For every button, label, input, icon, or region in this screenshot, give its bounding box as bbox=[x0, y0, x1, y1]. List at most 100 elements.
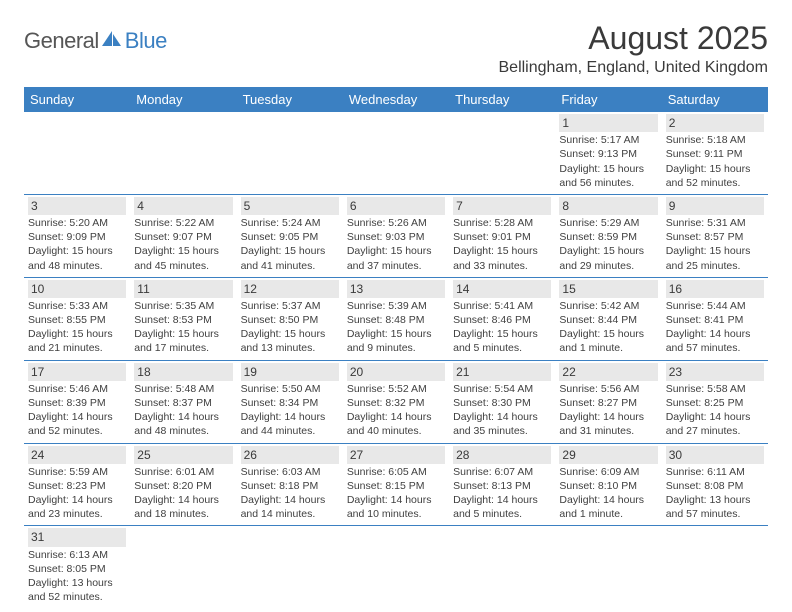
day-cell: 24Sunrise: 5:59 AMSunset: 8:23 PMDayligh… bbox=[24, 444, 130, 526]
day-content: Sunrise: 6:13 AMSunset: 8:05 PMDaylight:… bbox=[28, 548, 126, 605]
daylight-text: Daylight: 15 hours and 41 minutes. bbox=[241, 244, 339, 272]
week-row: 24Sunrise: 5:59 AMSunset: 8:23 PMDayligh… bbox=[24, 444, 768, 527]
day-cell: 15Sunrise: 5:42 AMSunset: 8:44 PMDayligh… bbox=[555, 278, 661, 360]
sunset-text: Sunset: 8:46 PM bbox=[453, 313, 551, 327]
week-row: 31Sunrise: 6:13 AMSunset: 8:05 PMDayligh… bbox=[24, 526, 768, 608]
daylight-text: Daylight: 15 hours and 13 minutes. bbox=[241, 327, 339, 355]
day-cell: 12Sunrise: 5:37 AMSunset: 8:50 PMDayligh… bbox=[237, 278, 343, 360]
day-content: Sunrise: 5:46 AMSunset: 8:39 PMDaylight:… bbox=[28, 382, 126, 439]
sunrise-text: Sunrise: 5:59 AM bbox=[28, 465, 126, 479]
sunrise-text: Sunrise: 5:39 AM bbox=[347, 299, 445, 313]
sunrise-text: Sunrise: 6:05 AM bbox=[347, 465, 445, 479]
sunset-text: Sunset: 8:20 PM bbox=[134, 479, 232, 493]
day-cell: 5Sunrise: 5:24 AMSunset: 9:05 PMDaylight… bbox=[237, 195, 343, 277]
day-cell: 21Sunrise: 5:54 AMSunset: 8:30 PMDayligh… bbox=[449, 361, 555, 443]
day-header: Friday bbox=[555, 87, 661, 112]
day-number: 20 bbox=[347, 363, 445, 381]
sunset-text: Sunset: 9:07 PM bbox=[134, 230, 232, 244]
day-cell: 9Sunrise: 5:31 AMSunset: 8:57 PMDaylight… bbox=[662, 195, 768, 277]
day-cell: 28Sunrise: 6:07 AMSunset: 8:13 PMDayligh… bbox=[449, 444, 555, 526]
logo: General Blue bbox=[24, 28, 167, 54]
daylight-text: Daylight: 15 hours and 29 minutes. bbox=[559, 244, 657, 272]
day-cell bbox=[449, 112, 555, 194]
sunset-text: Sunset: 9:11 PM bbox=[666, 147, 764, 161]
sunrise-text: Sunrise: 5:56 AM bbox=[559, 382, 657, 396]
daylight-text: Daylight: 15 hours and 5 minutes. bbox=[453, 327, 551, 355]
day-content: Sunrise: 5:54 AMSunset: 8:30 PMDaylight:… bbox=[453, 382, 551, 439]
sunrise-text: Sunrise: 5:42 AM bbox=[559, 299, 657, 313]
sunrise-text: Sunrise: 5:50 AM bbox=[241, 382, 339, 396]
day-number: 15 bbox=[559, 280, 657, 298]
sunset-text: Sunset: 8:18 PM bbox=[241, 479, 339, 493]
day-content: Sunrise: 5:24 AMSunset: 9:05 PMDaylight:… bbox=[241, 216, 339, 273]
daylight-text: Daylight: 15 hours and 9 minutes. bbox=[347, 327, 445, 355]
sunrise-text: Sunrise: 5:58 AM bbox=[666, 382, 764, 396]
calendar-header-row: SundayMondayTuesdayWednesdayThursdayFrid… bbox=[24, 87, 768, 112]
sunset-text: Sunset: 8:53 PM bbox=[134, 313, 232, 327]
day-number: 2 bbox=[666, 114, 764, 132]
day-content: Sunrise: 5:26 AMSunset: 9:03 PMDaylight:… bbox=[347, 216, 445, 273]
day-cell: 27Sunrise: 6:05 AMSunset: 8:15 PMDayligh… bbox=[343, 444, 449, 526]
sunrise-text: Sunrise: 5:22 AM bbox=[134, 216, 232, 230]
day-content: Sunrise: 5:44 AMSunset: 8:41 PMDaylight:… bbox=[666, 299, 764, 356]
sunrise-text: Sunrise: 5:48 AM bbox=[134, 382, 232, 396]
day-content: Sunrise: 5:37 AMSunset: 8:50 PMDaylight:… bbox=[241, 299, 339, 356]
daylight-text: Daylight: 15 hours and 21 minutes. bbox=[28, 327, 126, 355]
logo-sail-icon bbox=[101, 30, 123, 53]
daylight-text: Daylight: 14 hours and 18 minutes. bbox=[134, 493, 232, 521]
sunset-text: Sunset: 9:09 PM bbox=[28, 230, 126, 244]
daylight-text: Daylight: 14 hours and 10 minutes. bbox=[347, 493, 445, 521]
sunrise-text: Sunrise: 5:18 AM bbox=[666, 133, 764, 147]
sunset-text: Sunset: 8:48 PM bbox=[347, 313, 445, 327]
week-row: 1Sunrise: 5:17 AMSunset: 9:13 PMDaylight… bbox=[24, 112, 768, 195]
sunrise-text: Sunrise: 5:31 AM bbox=[666, 216, 764, 230]
sunset-text: Sunset: 8:59 PM bbox=[559, 230, 657, 244]
sunrise-text: Sunrise: 5:52 AM bbox=[347, 382, 445, 396]
logo-text-general: General bbox=[24, 28, 99, 54]
sunset-text: Sunset: 8:25 PM bbox=[666, 396, 764, 410]
day-content: Sunrise: 6:03 AMSunset: 8:18 PMDaylight:… bbox=[241, 465, 339, 522]
day-number: 21 bbox=[453, 363, 551, 381]
sunset-text: Sunset: 8:34 PM bbox=[241, 396, 339, 410]
header: General Blue August 2025 Bellingham, Eng… bbox=[24, 20, 768, 77]
sunset-text: Sunset: 8:05 PM bbox=[28, 562, 126, 576]
day-cell: 22Sunrise: 5:56 AMSunset: 8:27 PMDayligh… bbox=[555, 361, 661, 443]
day-cell: 17Sunrise: 5:46 AMSunset: 8:39 PMDayligh… bbox=[24, 361, 130, 443]
sunrise-text: Sunrise: 6:11 AM bbox=[666, 465, 764, 479]
daylight-text: Daylight: 14 hours and 1 minute. bbox=[559, 493, 657, 521]
day-content: Sunrise: 5:17 AMSunset: 9:13 PMDaylight:… bbox=[559, 133, 657, 190]
day-number: 16 bbox=[666, 280, 764, 298]
day-content: Sunrise: 5:31 AMSunset: 8:57 PMDaylight:… bbox=[666, 216, 764, 273]
week-row: 17Sunrise: 5:46 AMSunset: 8:39 PMDayligh… bbox=[24, 361, 768, 444]
day-cell: 14Sunrise: 5:41 AMSunset: 8:46 PMDayligh… bbox=[449, 278, 555, 360]
day-cell: 30Sunrise: 6:11 AMSunset: 8:08 PMDayligh… bbox=[662, 444, 768, 526]
day-cell bbox=[24, 112, 130, 194]
day-number: 25 bbox=[134, 446, 232, 464]
day-number: 19 bbox=[241, 363, 339, 381]
daylight-text: Daylight: 14 hours and 40 minutes. bbox=[347, 410, 445, 438]
daylight-text: Daylight: 15 hours and 45 minutes. bbox=[134, 244, 232, 272]
day-content: Sunrise: 6:11 AMSunset: 8:08 PMDaylight:… bbox=[666, 465, 764, 522]
day-number bbox=[559, 528, 657, 546]
day-header: Monday bbox=[130, 87, 236, 112]
daylight-text: Daylight: 15 hours and 25 minutes. bbox=[666, 244, 764, 272]
title-block: August 2025 Bellingham, England, United … bbox=[499, 20, 769, 77]
day-content: Sunrise: 5:59 AMSunset: 8:23 PMDaylight:… bbox=[28, 465, 126, 522]
weeks-container: 1Sunrise: 5:17 AMSunset: 9:13 PMDaylight… bbox=[24, 112, 768, 608]
day-cell bbox=[449, 526, 555, 608]
sunset-text: Sunset: 8:55 PM bbox=[28, 313, 126, 327]
day-number bbox=[453, 114, 551, 132]
day-cell bbox=[130, 526, 236, 608]
sunset-text: Sunset: 8:37 PM bbox=[134, 396, 232, 410]
sunrise-text: Sunrise: 6:03 AM bbox=[241, 465, 339, 479]
day-cell: 7Sunrise: 5:28 AMSunset: 9:01 PMDaylight… bbox=[449, 195, 555, 277]
week-row: 10Sunrise: 5:33 AMSunset: 8:55 PMDayligh… bbox=[24, 278, 768, 361]
day-cell: 16Sunrise: 5:44 AMSunset: 8:41 PMDayligh… bbox=[662, 278, 768, 360]
sunrise-text: Sunrise: 5:41 AM bbox=[453, 299, 551, 313]
sunset-text: Sunset: 8:39 PM bbox=[28, 396, 126, 410]
day-content: Sunrise: 5:39 AMSunset: 8:48 PMDaylight:… bbox=[347, 299, 445, 356]
day-number: 14 bbox=[453, 280, 551, 298]
day-cell: 18Sunrise: 5:48 AMSunset: 8:37 PMDayligh… bbox=[130, 361, 236, 443]
day-number: 18 bbox=[134, 363, 232, 381]
day-cell bbox=[343, 526, 449, 608]
